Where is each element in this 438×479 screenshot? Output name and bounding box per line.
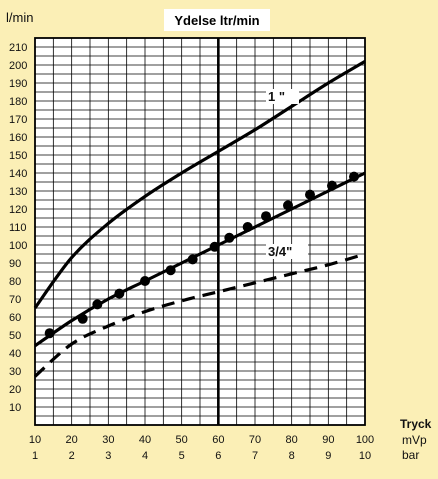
x-tick-label-mvp: 10 (29, 434, 41, 446)
data-marker (187, 254, 198, 265)
x-tick-label-bar: 7 (252, 450, 258, 462)
series-lines (33, 60, 366, 378)
x-tick-label-mvp: 40 (139, 434, 151, 446)
x-tick-label-mvp: 60 (212, 434, 224, 446)
y-tick-label: 30 (9, 366, 21, 378)
data-marker (92, 299, 103, 310)
x-axis-unit-mvp: mVp (402, 433, 427, 447)
series-line-middle (34, 171, 366, 348)
y-tick-label: 70 (9, 294, 21, 306)
data-marker (44, 328, 55, 339)
y-tick-label: 180 (9, 96, 27, 108)
y-tick-label: 60 (9, 312, 21, 324)
x-tick-label-bar: 4 (142, 450, 148, 462)
x-tick-label-bar: 1 (32, 450, 38, 462)
y-tick-label: 10 (9, 402, 21, 414)
x-tick-label-mvp: 70 (249, 434, 261, 446)
data-marker (327, 180, 337, 191)
y-tick-label: 150 (9, 150, 27, 162)
y-tick-label: 130 (9, 186, 27, 198)
series-line-1-inch (33, 60, 366, 309)
x-tick-label-bar: 2 (69, 450, 75, 462)
x-tick-label-bar: 3 (105, 450, 111, 462)
x-tick-label-mvp: 80 (286, 434, 298, 446)
data-marker (349, 171, 359, 182)
data-marker (114, 288, 125, 299)
x-tick-label-bar: 10 (359, 450, 371, 462)
y-tick-label: 170 (9, 114, 27, 126)
y-tick-label: 210 (9, 42, 27, 54)
x-tick-label-bar: 8 (289, 450, 295, 462)
y-tick-label: 20 (9, 384, 21, 396)
series-annotation: 3/4" (268, 244, 292, 259)
data-marker (261, 211, 271, 222)
data-marker (140, 276, 150, 286)
x-tick-label-bar: 5 (179, 450, 185, 462)
y-tick-label: 100 (9, 240, 27, 252)
data-marker (224, 232, 235, 243)
x-tick-label-mvp: 90 (322, 434, 334, 446)
x-tick-label-mvp: 100 (356, 434, 374, 446)
y-tick-label: 110 (9, 222, 27, 234)
y-tick-label: 120 (9, 204, 27, 216)
tick-labels: 1020304050607080901001101201301401501601… (9, 42, 374, 462)
y-tick-label: 140 (9, 168, 27, 180)
data-marker (305, 189, 315, 200)
y-tick-label: 160 (9, 132, 27, 144)
y-axis-label: l/min (6, 10, 33, 25)
x-axis-unit-bar: bar (402, 448, 419, 462)
data-marker (242, 222, 253, 232)
x-tick-label-bar: 6 (215, 450, 221, 462)
y-tick-label: 80 (9, 276, 21, 288)
y-tick-label: 40 (9, 348, 21, 360)
series-line-3-4-inch (33, 252, 366, 378)
x-tick-label-mvp: 50 (176, 434, 188, 446)
annotation-background (266, 244, 308, 259)
data-marker (209, 241, 220, 252)
grid (34, 37, 366, 426)
chart-title: Ydelse ltr/min (174, 13, 259, 28)
y-tick-label: 50 (9, 330, 21, 342)
data-marker (283, 200, 293, 211)
data-marker (165, 265, 176, 276)
annotation-background (266, 89, 299, 104)
x-tick-label-mvp: 20 (66, 434, 78, 446)
x-tick-label-mvp: 30 (102, 434, 114, 446)
y-tick-label: 200 (9, 60, 27, 72)
data-marker (77, 313, 88, 324)
series-markers (44, 171, 359, 339)
series-annotation: 1 " (268, 89, 285, 104)
x-tick-label-bar: 9 (325, 450, 331, 462)
y-tick-label: 90 (9, 258, 21, 270)
x-axis-label: Tryck (400, 417, 432, 431)
annotations: 1 " 3/4" (266, 89, 308, 259)
title-background (164, 9, 270, 31)
y-tick-label: 190 (9, 78, 27, 90)
